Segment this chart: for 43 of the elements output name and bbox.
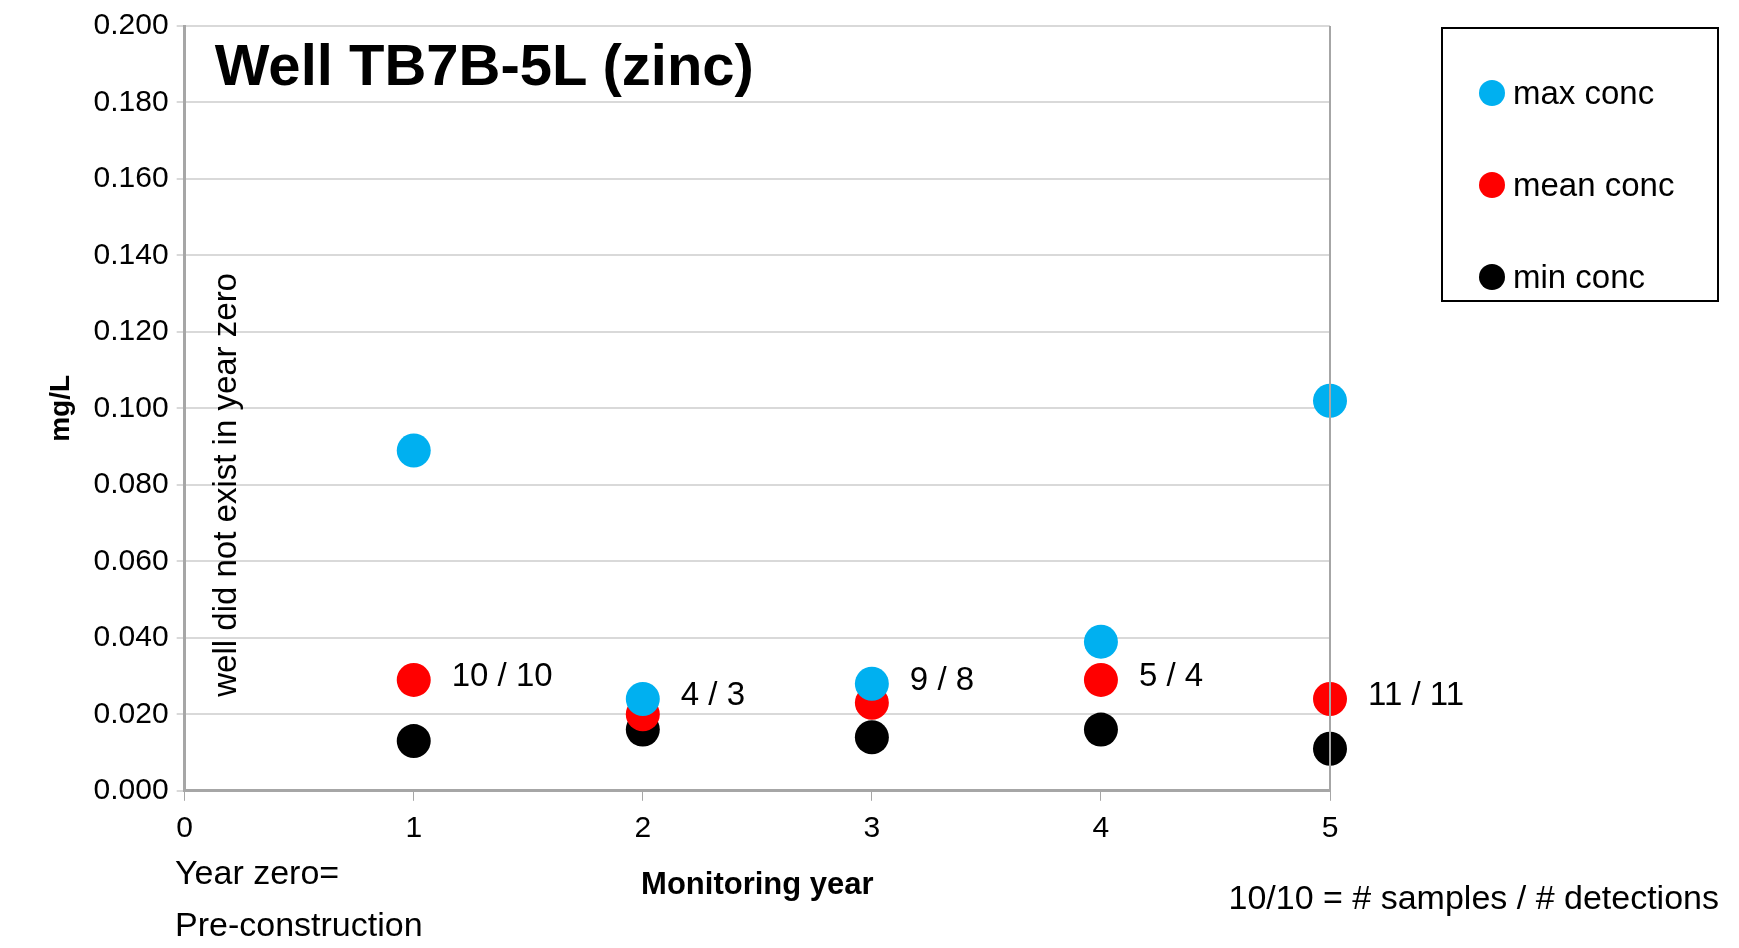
point [396,662,431,697]
x-tick-label: 5 [1321,810,1339,844]
point [1313,383,1347,418]
point [1083,662,1118,697]
point [1083,624,1118,659]
y-tick-label: 0.080 [93,466,169,500]
point [1083,712,1118,747]
y-tick-label: 0.180 [93,83,169,117]
point [396,724,431,759]
y-tick-label: 0.060 [93,542,169,576]
y-tick-label: 0.120 [93,313,169,347]
annotation: 4 / 3 [680,675,746,713]
y-tick-label: 0.200 [93,7,169,41]
y-tick-label: 0.020 [93,695,169,729]
x-tick-label: 2 [634,810,652,844]
x-tick-label: 3 [863,810,881,844]
annotation: 10 / 10 [451,656,553,693]
legend-label: max conc [1513,74,1655,112]
y-tick-label: 0.160 [93,160,169,194]
text: Year zero= Pre-construction [175,853,423,944]
point [625,682,660,717]
point [854,720,889,755]
point [854,666,889,701]
chart-title: Well TB7B-5L (zinc) [214,32,754,97]
x-axis-title: Monitoring year [641,865,874,901]
x-tick-label: 1 [405,810,423,844]
annotation: 5 / 4 [1138,656,1204,693]
annotation: 9 / 8 [909,659,975,697]
x-tick-label: 0 [176,810,194,844]
legend-label: mean conc [1513,166,1675,204]
y-tick-label: 0.000 [93,772,169,806]
y-tick-label: 0.040 [93,619,169,653]
legend-label: min conc [1513,258,1646,296]
annotation: 11 / 11 [1368,675,1465,713]
text: 10/10 = # samples / # detections [1228,878,1719,917]
y-tick-label: 0.100 [93,389,169,423]
annotation: well did not exist in year zero [205,273,243,698]
y-tick-label: 0.140 [93,236,169,270]
point [1313,682,1347,717]
x-tick-label: 4 [1092,810,1110,844]
point [396,433,431,468]
point [1313,731,1347,766]
y-axis-title: mg/L [43,374,75,442]
